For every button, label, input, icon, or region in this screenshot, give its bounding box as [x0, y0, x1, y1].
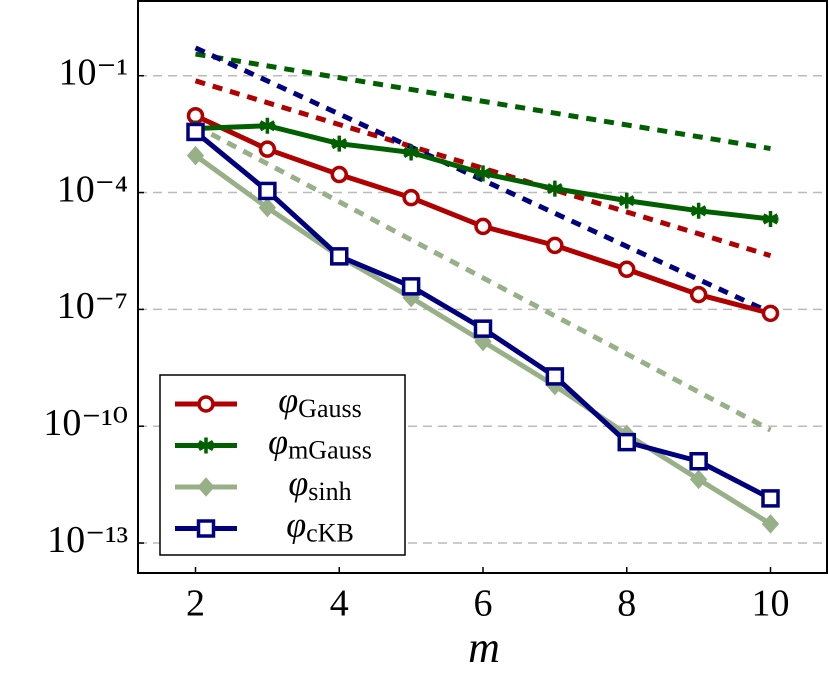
marker: [761, 514, 780, 534]
marker: [475, 165, 491, 182]
marker: [198, 437, 214, 454]
marker: [689, 469, 708, 490]
marker: [761, 304, 780, 323]
legend-label: φsinh: [288, 463, 351, 506]
marker: [689, 285, 708, 304]
marker: [401, 277, 421, 296]
y-tick-label: 10⁻¹⁰: [43, 402, 128, 444]
marker: [186, 145, 205, 166]
y-tick-label: 10⁻¹³: [47, 519, 128, 561]
x-tick-label: 8: [617, 583, 636, 625]
marker: [761, 489, 780, 508]
marker: [197, 395, 215, 413]
legend-label: φcKB: [286, 505, 354, 548]
x-tick-label: 10: [752, 583, 790, 625]
marker: [258, 181, 277, 201]
marker: [258, 140, 277, 158]
y-tick-label: 10⁻⁷: [57, 285, 128, 327]
marker: [546, 180, 563, 197]
marker: [402, 188, 420, 207]
x-tick-label: 4: [330, 583, 349, 625]
x-tick-label: 2: [186, 583, 205, 625]
marker: [546, 236, 564, 255]
marker: [186, 122, 205, 142]
marker: [196, 519, 216, 538]
x-axis-label: m: [468, 623, 500, 672]
marker: [259, 117, 276, 134]
marker: [762, 210, 779, 227]
marker: [330, 247, 349, 266]
y-tick-label: 10⁻⁴: [57, 168, 128, 210]
marker: [330, 165, 348, 184]
reference-line: [194, 45, 772, 315]
y-tick-label: 10⁻¹: [59, 51, 128, 93]
marker: [618, 192, 635, 209]
reference-line: [195, 51, 771, 152]
x-tick-label: 6: [474, 583, 493, 625]
marker: [197, 477, 215, 497]
marker: [473, 319, 493, 338]
marker: [331, 135, 348, 152]
legend-label: φGauss: [278, 380, 361, 423]
marker: [689, 451, 708, 471]
reference-line: [194, 123, 772, 433]
legend-label: φmGauss: [268, 422, 372, 465]
marker: [258, 197, 277, 218]
marker: [690, 202, 707, 219]
marker: [474, 217, 492, 236]
plot-frame: [137, 0, 828, 574]
marker: [617, 432, 636, 452]
marker: [545, 367, 565, 386]
marker: [403, 144, 420, 161]
marker: [618, 260, 636, 279]
